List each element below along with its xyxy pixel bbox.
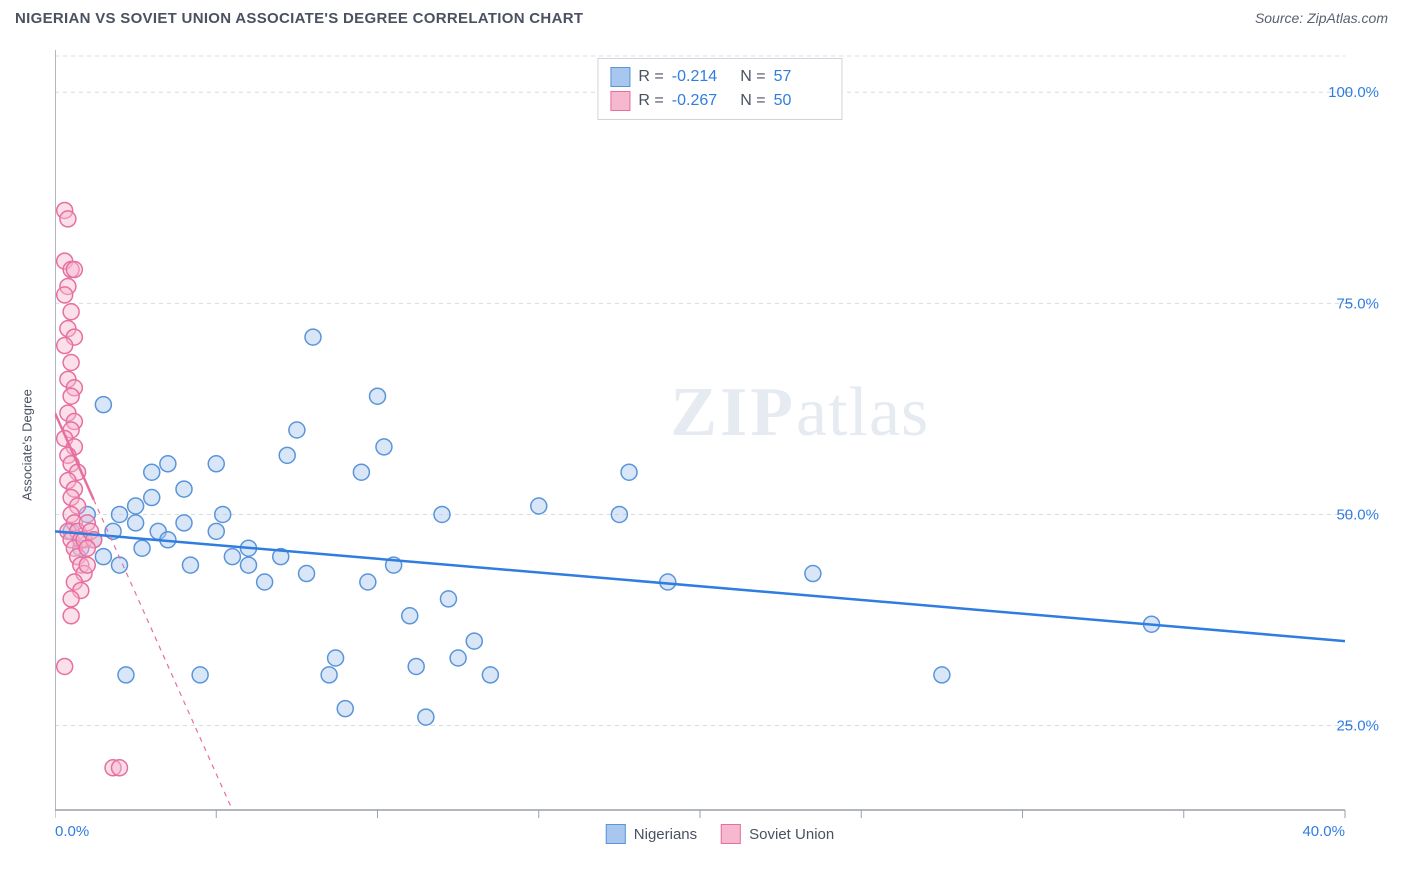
series-legend: Nigerians Soviet Union [606,824,834,844]
chart-area: Associate's Degree 0.0%40.0%25.0%50.0%75… [55,50,1385,840]
svg-text:50.0%: 50.0% [1336,506,1379,523]
legend-swatch [610,91,630,111]
series-legend-item: Nigerians [606,824,697,844]
chart-header: NIGERIAN VS SOVIET UNION ASSOCIATE'S DEG… [0,0,1406,35]
svg-text:75.0%: 75.0% [1336,295,1379,312]
series-legend-label: Nigerians [634,826,697,843]
svg-text:100.0%: 100.0% [1328,84,1379,101]
legend-swatch [606,824,626,844]
legend-swatch [610,67,630,87]
svg-text:40.0%: 40.0% [1302,823,1345,840]
stats-legend-row: R =-0.267 N =50 [610,89,829,113]
scatter-plot: 0.0% 40.0% 25.0% 50.0% 75.0% 100.0% [55,50,1385,840]
legend-swatch [721,824,741,844]
y-axis-label: Associate's Degree [20,389,35,501]
stats-legend-row: R =-0.214 N =57 [610,65,829,89]
chart-source: Source: ZipAtlas.com [1255,10,1388,26]
series-legend-label: Soviet Union [749,826,834,843]
svg-text:0.0%: 0.0% [55,823,89,840]
stats-legend: R =-0.214 N =57R =-0.267 N =50 [597,58,842,120]
series-legend-item: Soviet Union [721,824,834,844]
chart-title: NIGERIAN VS SOVIET UNION ASSOCIATE'S DEG… [15,10,583,27]
svg-text:25.0%: 25.0% [1336,718,1379,735]
